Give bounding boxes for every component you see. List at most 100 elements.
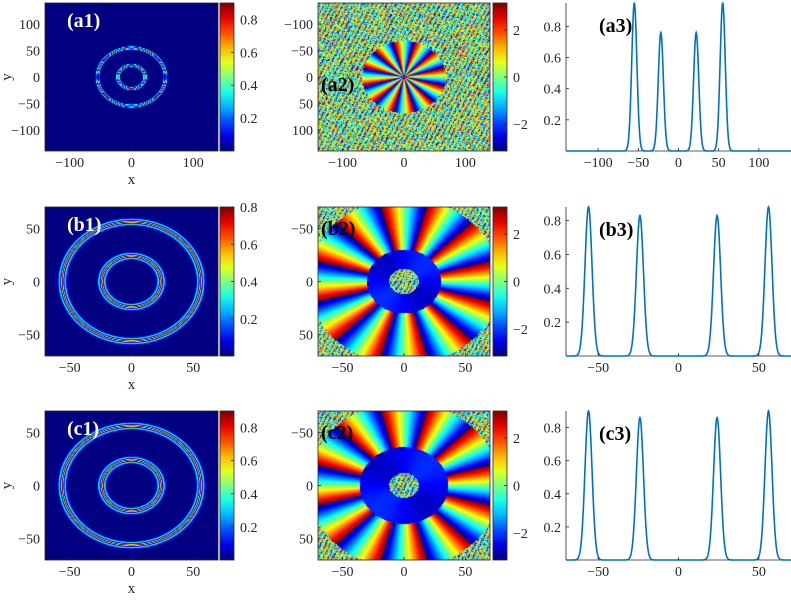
panel-label: (a3) (599, 15, 632, 37)
y-tick-label: 50 (26, 222, 40, 237)
panel-c1: −50 0 50 50 0 −50 x y 0.2 0.4 0.6 0.8 (c1) (0, 410, 258, 597)
colorbar-tick-label: 0.4 (240, 488, 258, 503)
panel-a3: −100 −50 0 50 100 0.2 0.4 0.6 0.8 (a3) (544, 2, 791, 171)
x-axis-label: x (128, 581, 136, 597)
y-tick-label: 100 (292, 124, 313, 139)
colorbar (219, 2, 235, 152)
x-tick-label: 0 (401, 361, 408, 376)
x-tick-label: −100 (328, 156, 357, 171)
x-tick-label: −50 (59, 361, 81, 376)
x-tick-label: 0 (675, 565, 682, 580)
x-tick-label: 100 (748, 156, 769, 171)
panel-label: (b1) (67, 214, 101, 236)
y-tick-label: 50 (299, 97, 313, 112)
x-tick-label: 0 (401, 565, 408, 580)
x-tick-label: 50 (752, 361, 766, 376)
y-tick-label: −100 (11, 124, 40, 139)
y-tick-label: 50 (26, 426, 40, 441)
y-tick-label: 100 (19, 18, 40, 33)
colorbar-tick-label: 0.6 (240, 46, 258, 61)
panel-label: (c2) (321, 422, 353, 444)
y-axis-label: y (0, 73, 15, 81)
colorbar-tick-label: 0.4 (240, 79, 258, 94)
y-tick-label: 0.2 (544, 114, 562, 129)
panel-b1: −50 0 50 50 0 −50 x y 0.2 0.4 0.6 0.8 (b1) (0, 201, 258, 393)
panel-b3: −50 0 50 0.2 0.4 0.6 0.8 (b3) (544, 205, 791, 376)
x-tick-label: 50 (186, 565, 200, 580)
y-tick-label: 50 (299, 533, 313, 548)
x-tick-label: 0 (128, 361, 135, 376)
y-tick-label: 0.4 (544, 83, 562, 98)
y-tick-label: 50 (299, 329, 313, 344)
x-tick-label: 100 (183, 156, 204, 171)
y-tick-label: 0.6 (544, 455, 562, 470)
panel-label: (b3) (599, 219, 633, 241)
y-tick-label: 0 (306, 480, 313, 495)
x-axis-label: x (128, 377, 136, 393)
colorbar-tick-label: −2 (513, 527, 528, 542)
x-tick-label: −100 (55, 156, 84, 171)
panel-label: (a2) (321, 74, 354, 96)
x-tick-label: −50 (332, 565, 354, 580)
x-tick-label: 50 (458, 565, 472, 580)
y-tick-label: 0.6 (544, 248, 562, 263)
panel-label: (c3) (599, 423, 631, 445)
y-tick-label: −100 (284, 18, 313, 33)
heatmap-image (45, 3, 218, 151)
x-tick-label: 50 (752, 565, 766, 580)
y-tick-label: 0.6 (544, 52, 562, 67)
y-tick-label: −50 (18, 533, 40, 548)
panel-label: (a1) (67, 10, 100, 32)
heatmap-image (318, 411, 490, 560)
colorbar-tick-label: 0.2 (240, 521, 258, 536)
x-tick-label: 50 (712, 156, 726, 171)
colorbar-tick-label: 0 (513, 480, 520, 495)
panel-c3: −50 0 50 0.2 0.4 0.6 0.8 (c3) (544, 409, 791, 580)
y-tick-label: 0.8 (544, 215, 562, 230)
colorbar-tick-label: 0.6 (240, 455, 258, 470)
colorbar-tick-label: 0.8 (240, 13, 258, 28)
colorbar-tick-label: 2 (513, 24, 520, 39)
y-axis-label: y (0, 481, 15, 489)
y-tick-label: 0.4 (544, 282, 562, 297)
x-tick-label: 0 (675, 156, 682, 171)
colorbar-tick-label: 0 (513, 276, 520, 291)
heatmap-image (318, 207, 490, 356)
colorbar-tick-label: 2 (513, 228, 520, 243)
x-tick-label: 0 (675, 361, 682, 376)
x-tick-label: 0 (128, 565, 135, 580)
y-tick-label: 0.8 (544, 422, 562, 437)
x-axis-label: x (128, 172, 136, 188)
y-tick-label: 0 (33, 480, 40, 495)
y-tick-label: 0.2 (544, 316, 562, 331)
panel-a1: −100 0 100 100 50 0 −50 −100 x y 0.2 0.4 0.6 0.8 (a1) (0, 2, 258, 188)
x-tick-label: −50 (587, 565, 609, 580)
panel-b2: −50 0 50 −50 0 50 2 0 −2 (b2) (291, 206, 528, 376)
panel-label: (c1) (67, 418, 99, 440)
x-tick-label: −50 (59, 565, 81, 580)
panel-a2: −100 0 100 −100 −50 0 50 100 2 0 −2 (a2) (284, 2, 528, 171)
colorbar-tick-label: 0.2 (240, 313, 258, 328)
colorbar-tick-label: 0.2 (240, 112, 258, 127)
heatmap-image (318, 3, 490, 151)
panel-label: (b2) (321, 218, 355, 240)
x-tick-label: −50 (627, 156, 649, 171)
colorbar-tick-label: 0.6 (240, 238, 258, 253)
x-tick-label: −100 (584, 156, 613, 171)
x-tick-label: 0 (401, 156, 408, 171)
x-tick-label: −50 (587, 361, 609, 376)
x-tick-label: 50 (186, 361, 200, 376)
heatmap-image (45, 207, 218, 356)
panel-c2: −50 0 50 −50 0 50 2 0 −2 (c2) (291, 410, 528, 580)
colorbar-tick-label: 0.8 (240, 422, 258, 437)
colorbar-tick-label: 0.4 (240, 276, 258, 291)
y-tick-label: 0.8 (544, 20, 562, 35)
y-tick-label: 0 (306, 276, 313, 291)
y-tick-label: 50 (26, 45, 40, 60)
colorbar-tick-label: 0.8 (240, 201, 258, 216)
x-tick-label: 0 (128, 156, 135, 171)
y-tick-label: −50 (291, 426, 313, 441)
x-tick-label: −50 (332, 361, 354, 376)
y-tick-label: −50 (18, 329, 40, 344)
y-tick-label: 0 (33, 276, 40, 291)
